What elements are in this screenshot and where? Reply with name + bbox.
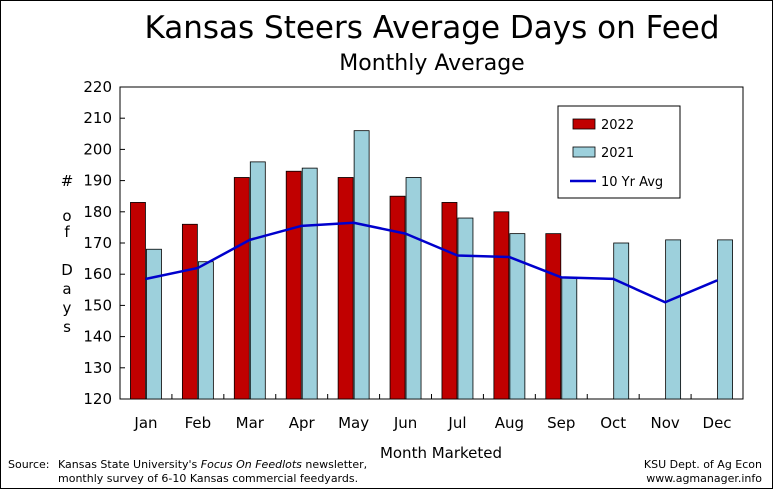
y-tick-label: 140 bbox=[83, 328, 112, 346]
bar-2022 bbox=[130, 202, 146, 400]
y-axis-label-char: a bbox=[62, 280, 71, 298]
legend-label: 10 Yr Avg bbox=[601, 175, 663, 190]
y-axis-label-char: D bbox=[61, 261, 73, 279]
x-tick-label: Sep bbox=[547, 414, 575, 432]
bar-2021 bbox=[197, 261, 214, 400]
y-tick-label: 220 bbox=[83, 78, 112, 96]
credit-line-1: KSU Dept. of Ag Econ bbox=[644, 458, 762, 471]
y-tick-label: 180 bbox=[83, 203, 112, 221]
x-axis-label: Month Marketed bbox=[380, 444, 502, 462]
bar-2021 bbox=[561, 276, 578, 400]
bar-2022 bbox=[545, 233, 562, 400]
line-point bbox=[197, 267, 199, 269]
x-tick-label: Jun bbox=[393, 414, 417, 432]
x-tick-label: Dec bbox=[703, 414, 732, 432]
legend: 2022 2021 10 Yr Avg bbox=[557, 105, 681, 199]
line-point bbox=[664, 301, 666, 304]
x-tick-label: May bbox=[338, 414, 369, 432]
line-point bbox=[716, 279, 718, 282]
bar-2022 bbox=[181, 223, 198, 400]
x-tick-label: Mar bbox=[236, 414, 265, 432]
bar-2022 bbox=[285, 170, 302, 400]
x-tick-label: Apr bbox=[289, 414, 316, 432]
bar-2022 bbox=[337, 177, 354, 400]
y-axis-label-char: y bbox=[63, 299, 72, 317]
bar-2021 bbox=[301, 167, 318, 400]
bar-2022 bbox=[389, 195, 406, 400]
line-10-yr-avg bbox=[145, 221, 718, 304]
bar-2022 bbox=[441, 202, 458, 400]
bar-2021 bbox=[717, 239, 733, 400]
bar-2021 bbox=[353, 130, 370, 400]
x-tick-label: Jul bbox=[447, 414, 466, 432]
line-point bbox=[300, 225, 303, 227]
y-axis-label: # of Days bbox=[61, 172, 74, 336]
bar-2022 bbox=[493, 211, 510, 400]
y-axis-label-char: # bbox=[61, 172, 74, 190]
y-tick-label: 150 bbox=[83, 296, 112, 314]
y-tick-label: 160 bbox=[83, 265, 112, 283]
line-point bbox=[508, 256, 511, 258]
bar-2022 bbox=[233, 177, 250, 400]
y-tick-label: 170 bbox=[83, 234, 112, 252]
x-tick-label: Oct bbox=[600, 414, 626, 432]
y-tick-label: 190 bbox=[83, 172, 112, 190]
y-tick-label: 200 bbox=[83, 140, 112, 158]
line-point bbox=[248, 239, 251, 241]
line-point bbox=[560, 276, 563, 279]
x-tick-label: Aug bbox=[495, 414, 524, 432]
bar-2021 bbox=[665, 239, 682, 400]
y-tick-label: 120 bbox=[83, 390, 112, 408]
bar-2021 bbox=[249, 161, 266, 400]
x-tick-label: Feb bbox=[185, 414, 212, 432]
bar-2021 bbox=[146, 248, 162, 400]
chart-title: Kansas Steers Average Days on Feed bbox=[144, 10, 719, 46]
x-tick-label: Jan bbox=[133, 414, 157, 432]
y-axis-label-char: s bbox=[63, 318, 71, 336]
legend-swatch bbox=[572, 118, 596, 130]
x-tick-label: Nov bbox=[650, 414, 679, 432]
source-line-1: Kansas State University's Focus On Feedl… bbox=[58, 458, 367, 471]
line-point bbox=[456, 254, 459, 257]
y-tick-label: 210 bbox=[83, 109, 112, 127]
line-point bbox=[404, 232, 407, 235]
credit-line-2: www.agmanager.info bbox=[646, 472, 762, 485]
y-tick-label: 130 bbox=[83, 359, 112, 377]
bar-2021 bbox=[457, 217, 474, 400]
source-line-2: monthly survey of 6-10 Kansas commercial… bbox=[58, 472, 358, 485]
bar-2021 bbox=[509, 233, 526, 400]
legend-label: 2022 bbox=[601, 118, 634, 133]
source-label: Source: bbox=[8, 458, 50, 471]
y-axis-label-char: o bbox=[62, 207, 71, 225]
chart-subtitle: Monthly Average bbox=[339, 51, 524, 76]
line-point bbox=[145, 278, 147, 280]
y-axis-label-char: f bbox=[64, 223, 70, 241]
legend-swatch bbox=[572, 146, 596, 158]
bar-2021 bbox=[613, 242, 630, 400]
line-point bbox=[612, 278, 615, 280]
bar-2021 bbox=[405, 177, 422, 400]
line-point bbox=[352, 221, 355, 224]
legend-label: 2021 bbox=[601, 146, 634, 161]
